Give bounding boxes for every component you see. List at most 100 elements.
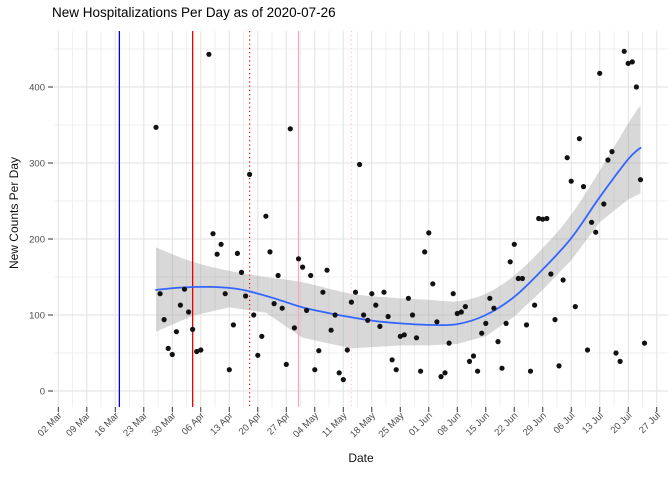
y-tick-label: 400: [29, 83, 45, 94]
data-point: [466, 358, 473, 364]
data-point: [458, 309, 464, 315]
data-point: [259, 333, 265, 339]
data-point: [426, 230, 432, 236]
data-point: [564, 155, 570, 161]
data-point: [161, 317, 167, 323]
x-tick-label: 27 Jul: [637, 410, 663, 436]
axis-ticks: [48, 86, 658, 412]
data-point: [519, 275, 526, 282]
data-point: [633, 84, 640, 90]
data-point: [556, 363, 562, 369]
data-point: [230, 322, 236, 328]
data-point: [173, 329, 179, 335]
data-point: [304, 307, 310, 313]
x-tick-label: 16 Mar: [93, 410, 122, 439]
y-tick-labels: 0 100 200 300 400: [29, 83, 45, 398]
data-point: [580, 184, 587, 190]
data-point: [283, 361, 289, 367]
data-point: [589, 219, 595, 225]
data-point: [300, 264, 306, 270]
data-point: [336, 370, 342, 376]
data-point: [222, 291, 228, 297]
data-point: [352, 289, 359, 295]
data-point: [470, 353, 477, 359]
data-point: [357, 161, 363, 168]
data-point: [629, 59, 635, 65]
data-point: [617, 358, 623, 364]
data-point: [418, 368, 424, 374]
data-point: [218, 241, 224, 247]
data-point: [251, 312, 257, 318]
data-point: [169, 351, 175, 358]
data-point: [340, 377, 346, 383]
data-point: [316, 348, 322, 354]
x-tick-label: 27 Apr: [265, 410, 292, 437]
data-point: [348, 299, 354, 305]
data-point: [544, 215, 550, 222]
data-point: [613, 350, 619, 356]
data-point: [181, 286, 188, 292]
data-point: [601, 201, 607, 207]
y-tick-label: 200: [29, 235, 45, 246]
chart-title: New Hospitalizations Per Day as of 2020-…: [52, 5, 336, 20]
data-point: [495, 339, 501, 345]
data-point: [365, 317, 371, 323]
data-point: [548, 271, 554, 277]
data-point: [255, 352, 261, 358]
data-point: [377, 323, 383, 329]
data-point: [483, 320, 489, 326]
x-axis-title: Date: [348, 451, 374, 465]
data-point: [409, 312, 416, 318]
x-tick-labels: 02 Mar 09 Mar 16 Mar 23 Mar 30 Mar 06 Apr 13 A…: [36, 410, 663, 440]
data-point: [584, 347, 591, 353]
data-point: [637, 177, 644, 183]
data-point: [576, 136, 583, 142]
data-point: [540, 216, 546, 222]
y-axis-title: New Counts Per Day: [7, 156, 21, 270]
data-point: [287, 126, 293, 132]
data-point: [405, 295, 411, 301]
x-tick-label: 23 Mar: [121, 410, 150, 439]
data-point: [641, 340, 648, 346]
data-point: [332, 312, 338, 318]
data-point: [593, 229, 599, 235]
x-tick-label: 11 May: [320, 410, 349, 439]
data-point: [511, 241, 517, 247]
data-point: [507, 259, 513, 265]
x-tick-label: 29 Jun: [521, 410, 549, 438]
y-tick-label: 300: [29, 159, 45, 170]
data-point: [153, 124, 159, 130]
data-point: [328, 327, 334, 333]
x-tick-label: 06 Apr: [180, 410, 207, 437]
data-point: [271, 301, 277, 307]
data-point: [523, 322, 530, 328]
x-tick-label: 02 Mar: [36, 410, 65, 439]
data-point: [438, 374, 444, 380]
data-point: [190, 326, 196, 332]
confidence-ribbon: [156, 105, 641, 349]
data-point: [165, 345, 171, 351]
data-point: [434, 319, 440, 325]
data-point: [572, 304, 578, 310]
data-point: [487, 295, 493, 301]
data-point: [238, 269, 245, 275]
data-point: [194, 348, 200, 355]
data-point: [552, 317, 558, 323]
trend-layer: [155, 146, 642, 327]
data-point: [462, 304, 468, 310]
data-point: [157, 291, 163, 297]
grid-major-lines: [54, 31, 668, 407]
x-tick-label: 25 May: [377, 410, 407, 440]
data-point: [247, 171, 253, 177]
data-point: [275, 272, 281, 279]
data-point: [491, 305, 497, 311]
x-tick-label: 09 Mar: [64, 410, 93, 439]
data-point: [446, 340, 452, 346]
data-point: [422, 249, 428, 255]
x-tick-label: 18 May: [348, 410, 378, 440]
data-point: [597, 70, 603, 76]
data-point: [385, 313, 391, 320]
data-point: [226, 367, 232, 373]
x-tick-label: 13 Apr: [208, 410, 235, 437]
